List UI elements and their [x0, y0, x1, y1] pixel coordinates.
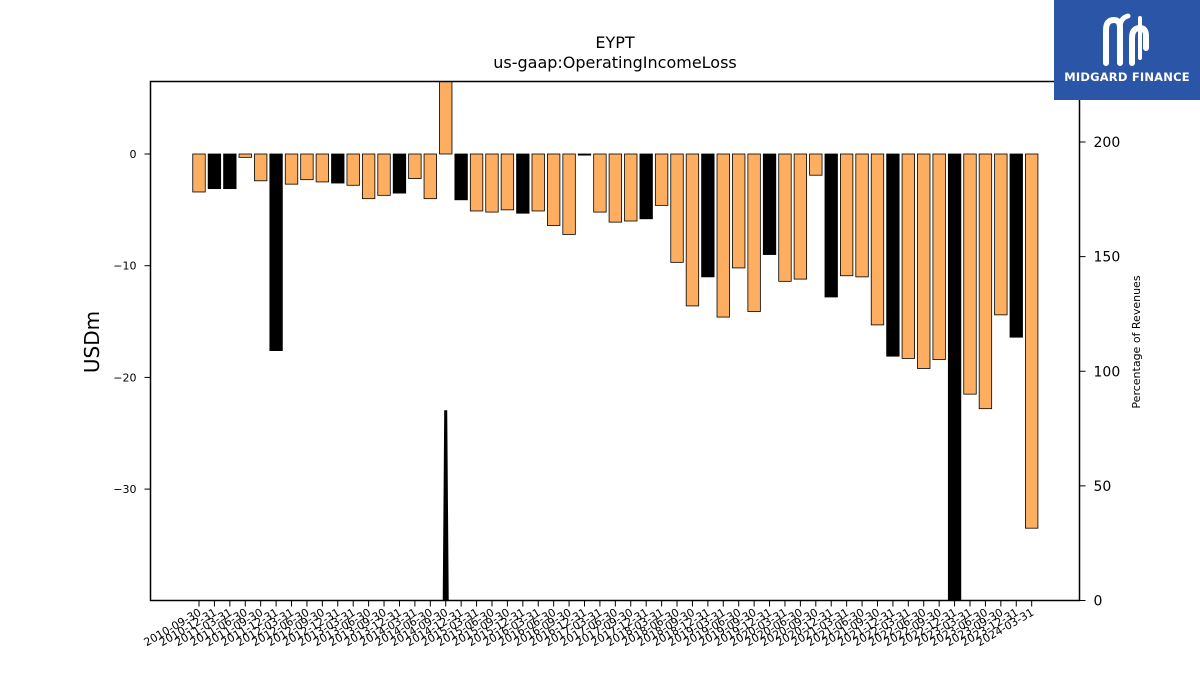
bar-2015-03-31 — [469, 153, 484, 212]
bar-2022-09-30 — [932, 153, 946, 360]
y-tick-label: −10 — [113, 260, 136, 273]
pct-of-revenues-line — [442, 410, 449, 601]
bar-2016-12-31 — [577, 153, 592, 156]
pct-line-group — [442, 410, 449, 601]
right-axis: 0 50 100 150 200 — [1079, 135, 1121, 610]
bar-2011-06-30 — [238, 153, 252, 158]
y2-tick-label: 50 — [1094, 479, 1112, 495]
bar-2018-12-31 — [701, 153, 715, 278]
bar-2020-03-31 — [778, 153, 792, 282]
bar-2010-09-30 — [192, 153, 206, 193]
bar-2014-09-30 — [439, 81, 453, 155]
bar-2024-03-31 — [1025, 153, 1039, 529]
bar-2012-09-30 — [315, 153, 330, 183]
y-tick-label: −30 — [113, 483, 136, 496]
bar-2011-12-31 — [269, 153, 283, 351]
bar-2021-03-31 — [839, 153, 854, 277]
bar-2016-06-30 — [547, 153, 561, 226]
chart-title: EYPT — [595, 33, 635, 52]
bar-2023-09-30 — [994, 153, 1008, 316]
bar-2015-09-30 — [500, 153, 515, 211]
bar-2013-12-31 — [392, 153, 407, 194]
y-axis-label: USDm — [80, 311, 104, 373]
bar-2023-03-31 — [963, 153, 977, 395]
x-axis: 2010-09-302010-12-312011-03-312011-06-30… — [142, 600, 1036, 649]
left-axis: 0 −10 −20 −30 — [113, 148, 151, 496]
bar-2019-12-31 — [762, 153, 777, 255]
bar-2018-09-30 — [685, 153, 700, 307]
bar-2015-06-30 — [485, 153, 499, 213]
bar-2014-12-31 — [454, 153, 468, 201]
bar-2015-12-31 — [516, 153, 530, 214]
bar-2018-06-30 — [670, 153, 684, 263]
bar-2019-06-30 — [732, 153, 746, 269]
bar-2017-03-31 — [593, 153, 607, 213]
bar-2012-03-31 — [284, 153, 299, 185]
y-tick-label: 0 — [130, 148, 137, 161]
bar-2021-12-31 — [886, 153, 900, 357]
bar-2014-06-30 — [423, 153, 437, 200]
bar-2016-03-31 — [531, 153, 545, 212]
y2-axis-label: Percentage of Revenues — [1130, 275, 1143, 408]
bar-2010-12-31 — [207, 153, 222, 190]
bar-2013-09-30 — [377, 153, 391, 196]
y2-tick-label: 100 — [1094, 364, 1121, 380]
bar-2018-03-31 — [654, 153, 669, 206]
bar-2011-09-30 — [254, 153, 268, 182]
bar-2022-03-31 — [901, 153, 915, 359]
y2-tick-label: 0 — [1094, 594, 1103, 610]
y2-tick-label: 200 — [1094, 135, 1121, 151]
logo-mark-icon — [1103, 13, 1149, 66]
chart-subtitle: us-gaap:OperatingIncomeLoss — [493, 53, 737, 72]
bar-2021-09-30 — [870, 153, 885, 326]
bar-2016-09-30 — [562, 153, 576, 235]
logo-text: MIDGARD FINANCE — [1064, 70, 1190, 84]
bar-2017-09-30 — [624, 153, 638, 222]
brand-logo: MIDGARD FINANCE — [1054, 0, 1200, 100]
bar-2020-09-30 — [809, 153, 823, 176]
bar-2014-03-31 — [408, 153, 422, 179]
bar-2011-03-31 — [223, 153, 237, 190]
bar-2023-12-31 — [1009, 153, 1023, 338]
bar-2012-06-30 — [300, 153, 314, 181]
bar-2020-12-31 — [824, 153, 838, 298]
bar-2017-12-31 — [639, 153, 653, 220]
bar-2013-03-31 — [346, 153, 360, 186]
bar-2019-03-31 — [716, 153, 730, 318]
bar-2012-12-31 — [331, 153, 345, 184]
bars-group — [192, 81, 1039, 601]
bar-2017-06-30 — [608, 153, 622, 223]
bar-2019-09-30 — [747, 153, 761, 312]
bar-2020-06-30 — [793, 153, 808, 280]
bar-2022-12-31 — [947, 153, 962, 601]
bar-2022-06-30 — [917, 153, 931, 369]
bar-2023-06-30 — [978, 153, 993, 410]
bar-2021-06-30 — [855, 153, 869, 278]
y2-tick-label: 150 — [1094, 250, 1121, 266]
y-tick-label: −20 — [113, 371, 136, 384]
bar-2013-06-30 — [361, 153, 376, 200]
